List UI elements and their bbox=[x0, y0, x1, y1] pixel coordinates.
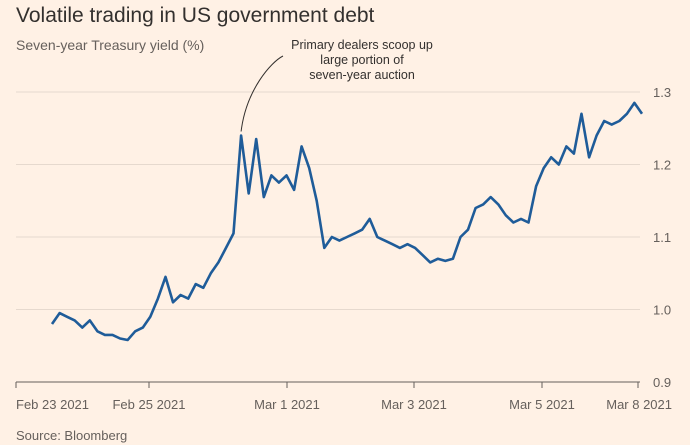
x-tick-label: Mar 3 2021 bbox=[381, 397, 447, 412]
series-group bbox=[50, 101, 644, 342]
y-tick-label: 1.0 bbox=[653, 303, 671, 318]
x-tick-label: Feb 23 2021 bbox=[16, 397, 89, 412]
x-axis-ticks: Feb 23 2021 Feb 25 2021 Mar 1 2021 Mar 3 20… bbox=[15, 382, 672, 412]
annotation-text-line: seven-year auction bbox=[309, 68, 415, 82]
x-tick-label: Mar 5 2021 bbox=[509, 397, 575, 412]
y-tick-label: 1.1 bbox=[653, 230, 671, 245]
series-line bbox=[50, 101, 644, 342]
chart-subtitle: Seven-year Treasury yield (%) bbox=[16, 37, 205, 53]
annotation-text-line: large portion of bbox=[320, 53, 404, 67]
y-tick-label: 1.2 bbox=[653, 158, 671, 173]
y-axis-ticks: 0.9 1.0 1.1 1.2 1.3 bbox=[653, 85, 671, 390]
y-tick-label: 1.3 bbox=[653, 85, 671, 100]
y-tick-label: 0.9 bbox=[653, 375, 671, 390]
annotation-text-line: Primary dealers scoop up bbox=[291, 38, 433, 52]
x-tick-label: Mar 8 2021 bbox=[606, 397, 672, 412]
gridlines bbox=[16, 91, 640, 383]
x-tick-label: Mar 1 2021 bbox=[254, 397, 320, 412]
chart-title: Volatile trading in US government debt bbox=[16, 4, 375, 27]
source-note: Source: Bloomberg bbox=[16, 428, 128, 443]
x-tick-label: Feb 25 2021 bbox=[112, 397, 185, 412]
annotation-leader-line bbox=[240, 55, 284, 132]
